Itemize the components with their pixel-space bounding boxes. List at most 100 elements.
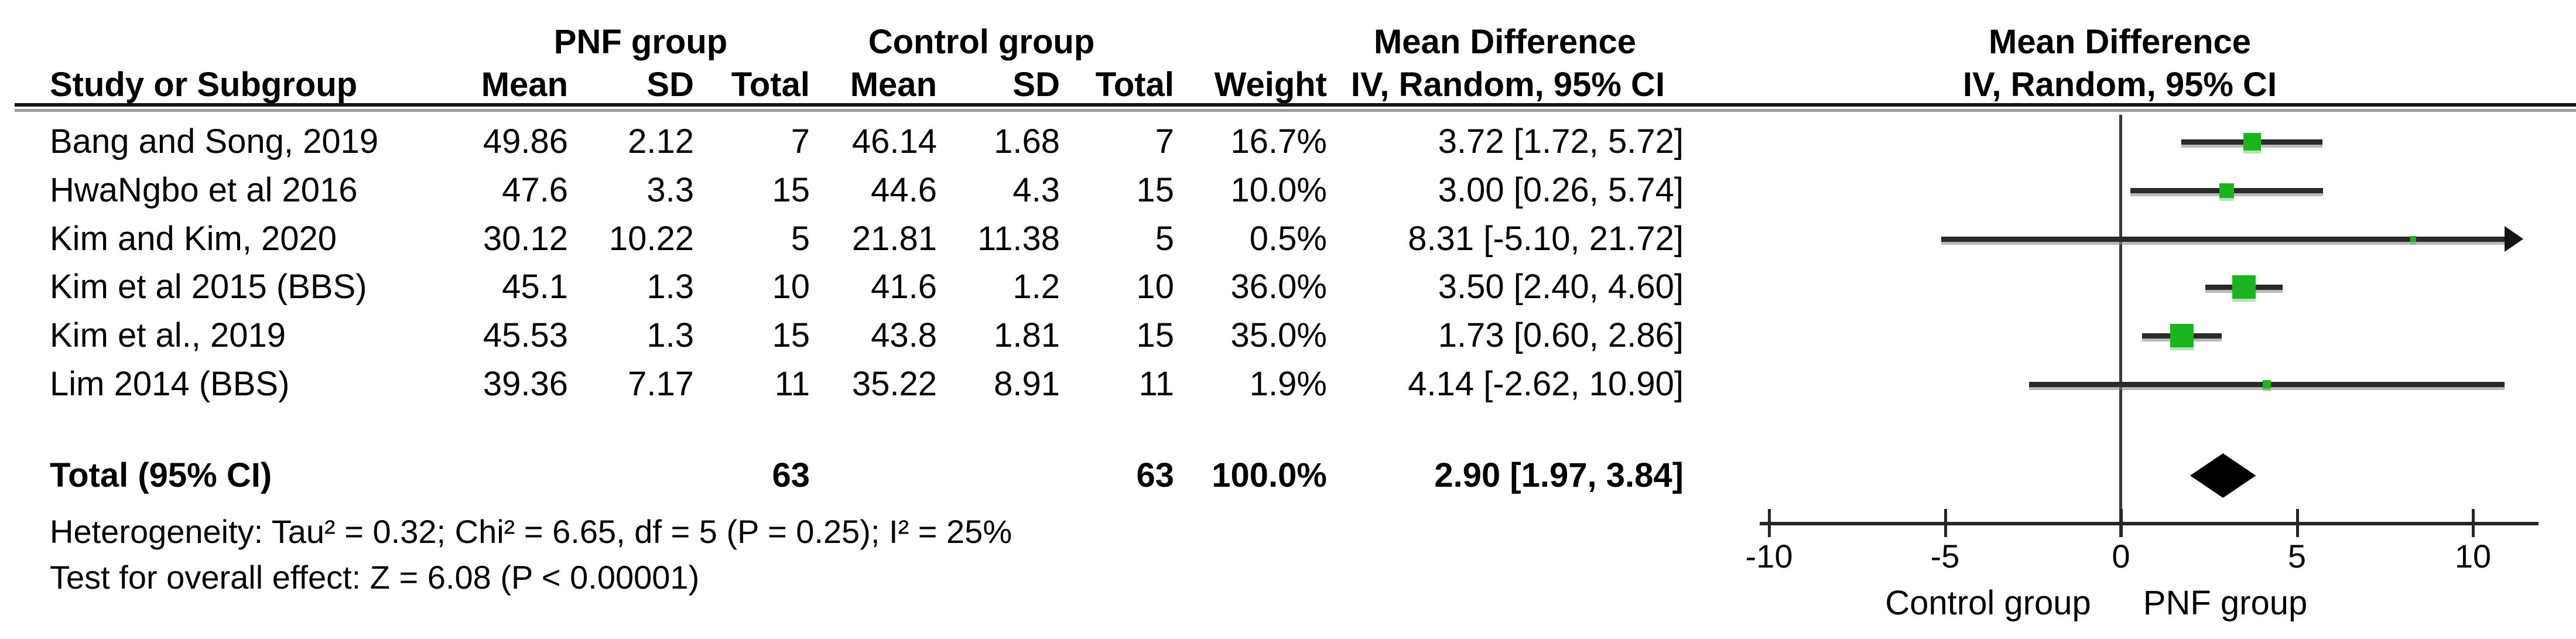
study-name: Bang and Song, 2019 xyxy=(50,122,379,160)
ctrl-sd-cell: 1.81 xyxy=(994,316,1060,354)
pnf-total-cell: 15 xyxy=(772,316,810,354)
header-iv-random-plot: IV, Random, 95% CI xyxy=(1962,66,2277,104)
total-control-n: 63 xyxy=(1136,456,1174,494)
study-name: Kim et al., 2019 xyxy=(50,316,286,354)
pnf-mean-cell: 47.6 xyxy=(502,171,568,209)
overall-effect-line: Test for overall effect: Z = 6.08 (P < 0… xyxy=(50,559,700,596)
axis-tick xyxy=(2472,509,2475,537)
ctrl-total-cell: 15 xyxy=(1136,316,1174,354)
header-pnf-total: Total xyxy=(731,66,810,104)
ci-line xyxy=(1941,237,2506,242)
ci-label-cell: 3.72 [1.72, 5.72] xyxy=(1438,122,1684,160)
study-name: Kim and Kim, 2020 xyxy=(50,220,337,258)
total-weight: 100.0% xyxy=(1212,456,1327,494)
axis-tick-label: 10 xyxy=(2454,538,2492,575)
pnf-total-cell: 15 xyxy=(772,171,810,209)
pnf-sd-cell: 3.3 xyxy=(646,171,694,209)
axis-tick-label: 5 xyxy=(2287,538,2307,575)
weight-cell: 10.0% xyxy=(1230,171,1327,209)
pnf-mean-cell: 45.1 xyxy=(502,268,568,306)
header-pnf-mean: Mean xyxy=(481,66,568,104)
axis-tick-label: -5 xyxy=(1930,538,1960,575)
summary-diamond-shape xyxy=(2190,453,2256,498)
ctrl-mean-cell: 44.6 xyxy=(871,171,937,209)
axis-tick xyxy=(1768,509,1771,537)
summary-diamond xyxy=(2190,453,2256,498)
x-axis xyxy=(1760,522,2539,525)
effect-marker xyxy=(2219,183,2234,198)
ci-arrow-right xyxy=(2505,226,2523,252)
header-pnf-sd: SD xyxy=(646,66,694,104)
axis-tick-label: -10 xyxy=(1745,538,1793,575)
study-name: Kim et al 2015 (BBS) xyxy=(50,268,367,306)
pnf-mean-cell: 49.86 xyxy=(483,122,568,160)
ctrl-mean-cell: 41.6 xyxy=(871,268,937,306)
axis-tick xyxy=(2120,509,2123,537)
pnf-mean-cell: 45.53 xyxy=(483,316,568,354)
pnf-sd-cell: 10.22 xyxy=(608,220,694,258)
axis-tick-label: 0 xyxy=(2112,538,2130,575)
pnf-sd-cell: 7.17 xyxy=(628,365,694,403)
ci-label-cell: 4.14 [-2.62, 10.90] xyxy=(1408,365,1684,403)
ci-label-cell: 8.31 [-5.10, 21.72] xyxy=(1408,220,1684,258)
header-control-sd: SD xyxy=(1012,66,1060,104)
pnf-sd-cell: 1.3 xyxy=(646,268,694,306)
header-control-mean: Mean xyxy=(850,66,937,104)
header-weight: Weight xyxy=(1214,66,1327,104)
axis-tick xyxy=(2296,509,2299,537)
header-mean-difference-text: Mean Difference xyxy=(1373,23,1637,61)
pnf-sd-cell: 1.3 xyxy=(646,316,694,354)
header-control-total: Total xyxy=(1095,66,1174,104)
ctrl-total-cell: 15 xyxy=(1136,171,1174,209)
effect-marker xyxy=(2170,324,2194,347)
pnf-total-cell: 11 xyxy=(774,365,810,403)
axis-caption-pnf-group: PNF group xyxy=(2143,584,2308,622)
ctrl-mean-cell: 46.14 xyxy=(851,122,937,160)
ctrl-sd-cell: 11.38 xyxy=(977,220,1060,258)
weight-cell: 16.7% xyxy=(1230,122,1327,160)
pnf-total-cell: 10 xyxy=(772,268,810,306)
ci-label-cell: 1.73 [0.60, 2.86] xyxy=(1438,316,1684,354)
ctrl-sd-cell: 8.91 xyxy=(994,365,1060,403)
ctrl-total-cell: 10 xyxy=(1136,268,1174,306)
total-pnf-n: 63 xyxy=(772,456,810,494)
effect-marker xyxy=(2262,380,2271,388)
ctrl-mean-cell: 21.81 xyxy=(851,220,937,258)
header-separator-dark xyxy=(15,103,2576,107)
ctrl-mean-cell: 43.8 xyxy=(871,316,937,354)
header-iv-random-text: IV, Random, 95% CI xyxy=(1350,66,1665,104)
ctrl-total-cell: 5 xyxy=(1155,220,1174,258)
total-ci-label: 2.90 [1.97, 3.84] xyxy=(1434,456,1684,494)
pnf-mean-cell: 39.36 xyxy=(483,365,568,403)
weight-cell: 0.5% xyxy=(1249,220,1327,258)
pnf-total-cell: 5 xyxy=(791,220,810,258)
ctrl-sd-cell: 1.68 xyxy=(994,122,1060,160)
effect-marker xyxy=(2232,275,2256,299)
effect-marker xyxy=(2243,133,2261,151)
header-separator-light xyxy=(15,109,2576,112)
axis-caption-control-group: Control group xyxy=(1885,584,2091,622)
header-study-or-subgroup: Study or Subgroup xyxy=(50,66,358,104)
weight-cell: 1.9% xyxy=(1249,365,1327,403)
weight-cell: 35.0% xyxy=(1230,316,1327,354)
ctrl-sd-cell: 4.3 xyxy=(1012,171,1060,209)
ctrl-total-cell: 7 xyxy=(1155,122,1174,160)
study-name: HwaNgbo et al 2016 xyxy=(50,171,358,209)
study-name: Lim 2014 (BBS) xyxy=(50,365,290,403)
ci-label-cell: 3.00 [0.26, 5.74] xyxy=(1438,171,1684,209)
header-pnf-group: PNF group xyxy=(553,23,728,61)
header-control-group: Control group xyxy=(868,23,1095,61)
ci-label-cell: 3.50 [2.40, 4.60] xyxy=(1438,268,1684,306)
ctrl-mean-cell: 35.22 xyxy=(851,365,937,403)
zero-line xyxy=(2119,115,2122,537)
effect-marker xyxy=(2410,236,2417,242)
total-row-label: Total (95% CI) xyxy=(50,456,272,494)
header-mean-difference-plot: Mean Difference xyxy=(1988,23,2252,61)
heterogeneity-line: Heterogeneity: Tau² = 0.32; Chi² = 6.65,… xyxy=(50,513,1012,550)
pnf-sd-cell: 2.12 xyxy=(628,122,694,160)
axis-tick xyxy=(1944,509,1947,537)
pnf-mean-cell: 30.12 xyxy=(483,220,568,258)
pnf-total-cell: 7 xyxy=(791,122,810,160)
ctrl-total-cell: 11 xyxy=(1138,365,1174,403)
